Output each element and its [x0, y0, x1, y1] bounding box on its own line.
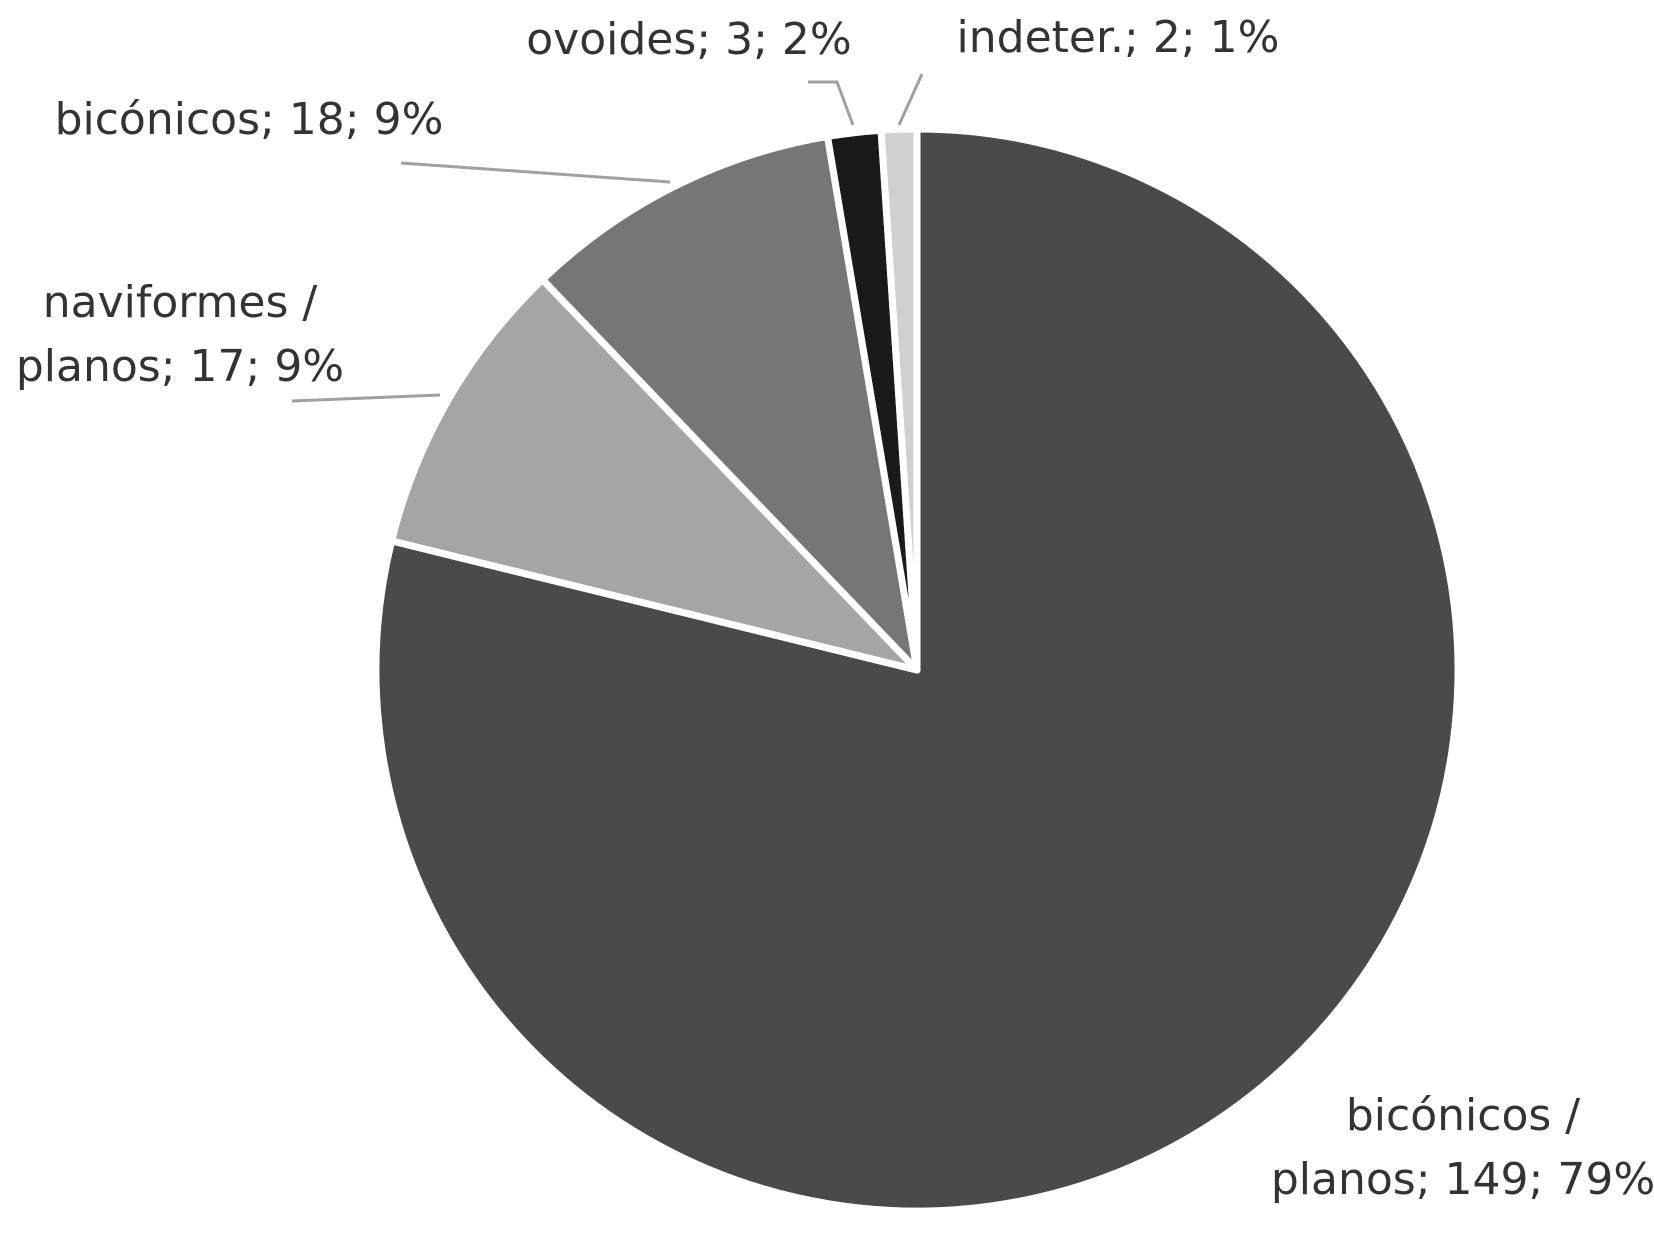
leader-line — [400, 161, 671, 184]
leader-line — [897, 73, 924, 126]
data-label: indeter.; 2; 1% — [957, 12, 1280, 63]
leader-line — [291, 393, 441, 403]
data-label: planos; 17; 9% — [16, 341, 344, 392]
pie-slice — [538, 132, 921, 674]
data-label: planos; 149; 79% — [1271, 1154, 1654, 1205]
data-label: naviformes / — [43, 277, 318, 328]
data-label: ovoides; 3; 2% — [526, 14, 851, 65]
leader-line — [808, 80, 855, 126]
data-label: bicónicos / — [1346, 1090, 1580, 1141]
pie-slice — [388, 276, 921, 674]
pie-slice — [877, 125, 921, 674]
data-label: bicónicos; 18; 9% — [55, 94, 444, 145]
